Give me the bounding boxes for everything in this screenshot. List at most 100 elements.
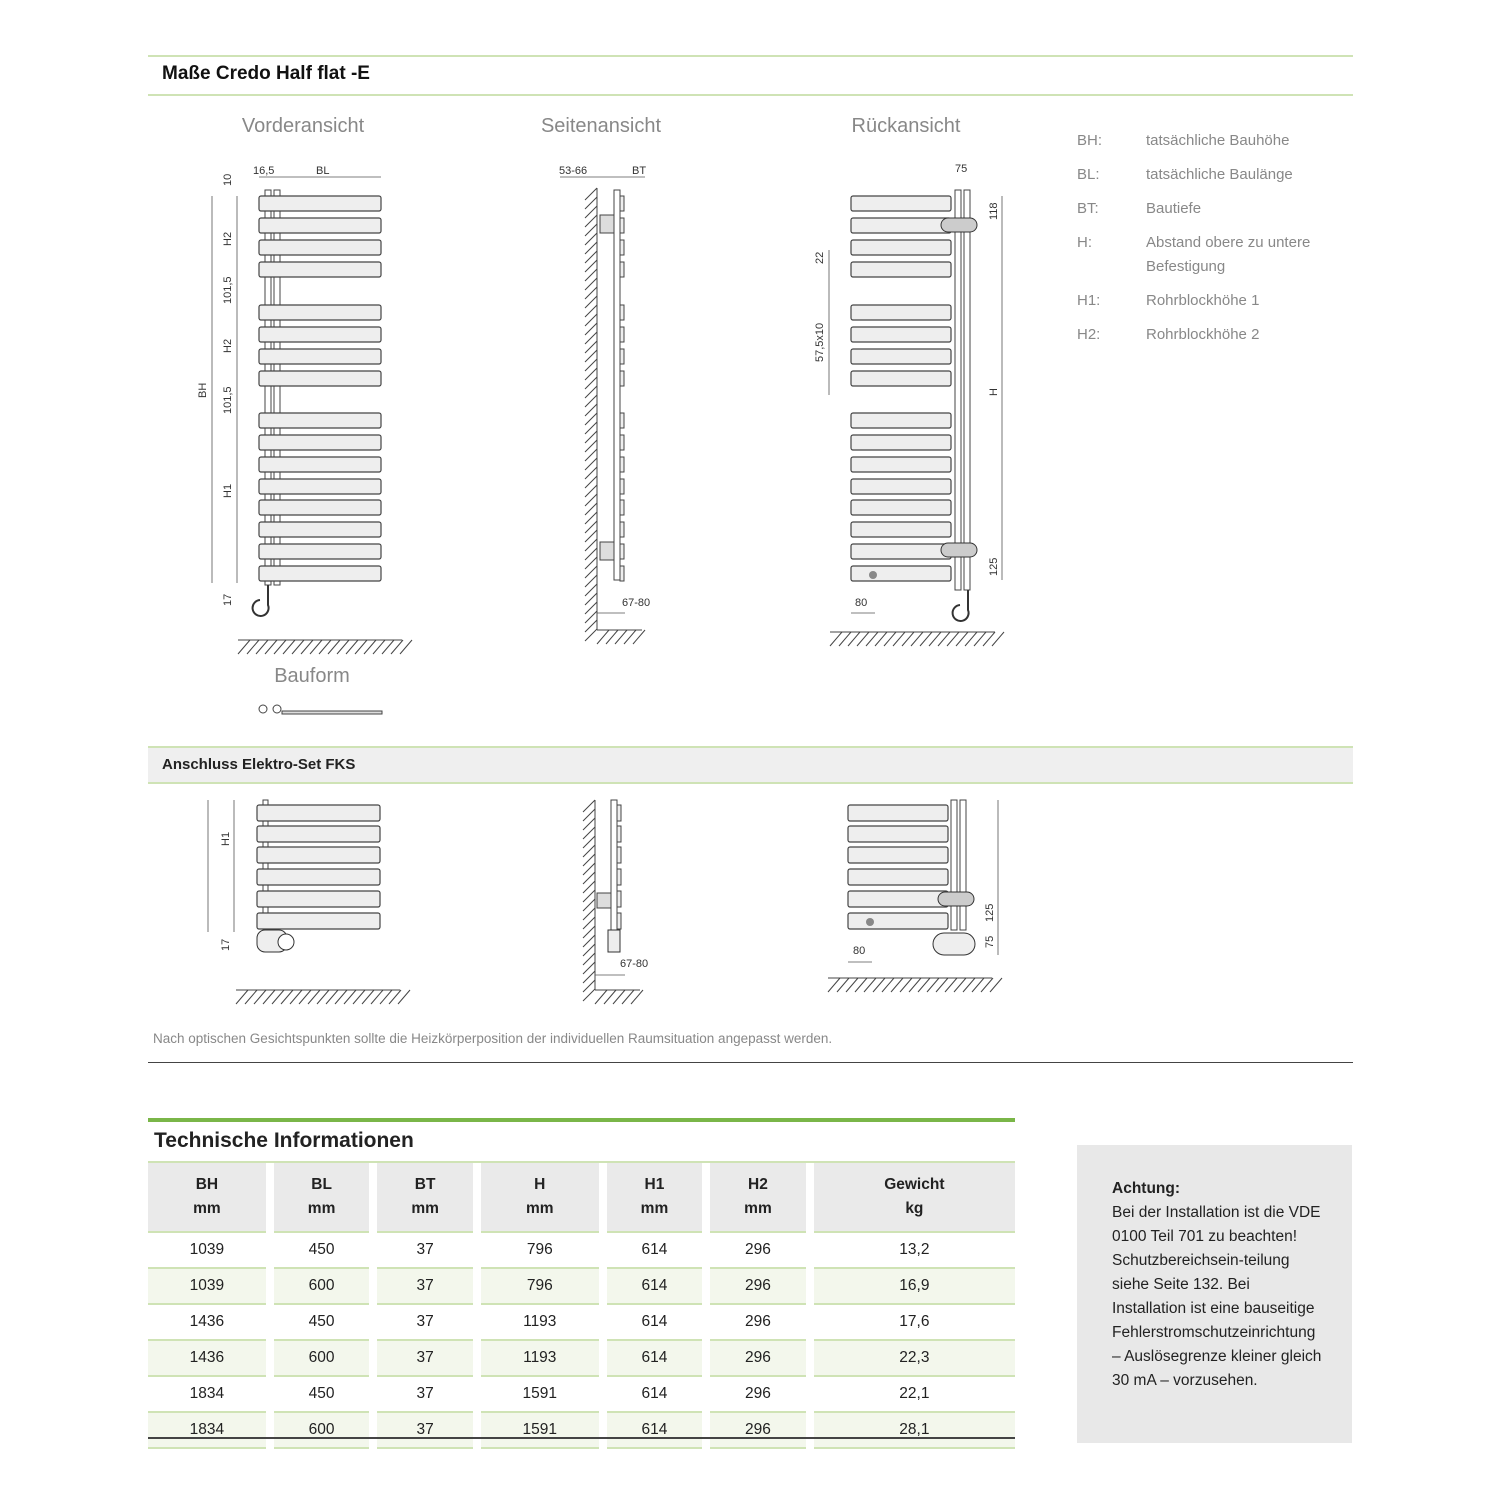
wall-hatch <box>582 970 596 984</box>
towel-bar <box>258 239 382 256</box>
wall-bracket <box>940 217 978 233</box>
table-cell: 1834 <box>148 1377 266 1413</box>
bar-side <box>619 521 625 538</box>
towel-bar <box>256 825 381 843</box>
legend-key: H1: <box>1077 292 1101 309</box>
floor-hatch <box>928 631 942 647</box>
table-cell: 37 <box>377 1341 473 1377</box>
floor-hatch <box>937 631 951 647</box>
bar-side <box>616 846 622 864</box>
towel-bar <box>850 304 952 321</box>
wall-hatch <box>584 322 598 336</box>
bar-side <box>619 348 625 365</box>
wall-hatch <box>582 808 596 822</box>
wall-hatch <box>584 520 598 534</box>
floor-hatch <box>316 989 330 1005</box>
legend-row: H: Abstand obere zu untere Befestigung <box>1077 231 1337 279</box>
towel-bar <box>256 912 381 930</box>
table-cell: 1039 <box>148 1233 266 1269</box>
wall-hatch <box>584 529 598 543</box>
floor-hatch <box>919 631 933 647</box>
floor-hatch <box>847 631 861 647</box>
wall-hatch <box>582 817 596 831</box>
wall-hatch <box>584 556 598 570</box>
towel-bar <box>258 478 382 495</box>
legend-key: BL: <box>1077 166 1100 183</box>
floor-hatch <box>253 989 267 1005</box>
table-cell: 1591 <box>480 1413 599 1449</box>
floor-hatch <box>291 639 305 655</box>
towel-bar <box>256 804 381 822</box>
floor-hatch <box>271 989 285 1005</box>
warning-title: Achtung: <box>1112 1180 1181 1197</box>
floor-hatch <box>630 989 644 1005</box>
floor-hatch <box>899 977 913 993</box>
pipe <box>950 799 958 931</box>
towel-bar <box>256 846 381 864</box>
bar-side <box>619 239 625 256</box>
bar-side <box>619 543 625 560</box>
floor-hatch <box>334 989 348 1005</box>
wall-hatch <box>584 376 598 390</box>
floor-hatch <box>944 977 958 993</box>
floor-hatch <box>273 639 287 655</box>
floor-hatch <box>246 639 260 655</box>
wall-hatch <box>584 421 598 435</box>
dim-back-spacing: 57,5x10 <box>814 323 826 362</box>
towel-bar <box>258 499 382 516</box>
towel-bar <box>258 370 382 387</box>
wall-hatch <box>584 628 598 642</box>
floor-hatch <box>612 989 626 1005</box>
table-cell: 1193 <box>480 1305 599 1341</box>
wall-hatch <box>582 988 596 1002</box>
floor-hatch <box>854 977 868 993</box>
towel-bar <box>850 326 952 343</box>
bar-side <box>619 565 625 582</box>
column-header: BT mm <box>377 1163 473 1233</box>
table-cell: 13,2 <box>813 1233 1015 1269</box>
dim-back-offset: 80 <box>855 597 867 609</box>
floor-hatch <box>962 977 976 993</box>
dim-back-top: 118 <box>988 202 1000 220</box>
floor-hatch <box>632 629 646 645</box>
dim-h1: H1 <box>222 484 234 498</box>
legend-value: Rohrblockhöhe 1 <box>1146 292 1260 309</box>
towel-bar <box>847 846 949 864</box>
radiator-side <box>613 189 621 581</box>
floor-hatch <box>289 989 303 1005</box>
floor-hatch <box>881 977 895 993</box>
position-note: Nach optischen Gesichtspunkten sollte di… <box>153 1031 833 1046</box>
bar-side <box>619 434 625 451</box>
floor-hatch <box>300 639 314 655</box>
wall-hatch <box>584 304 598 318</box>
wall-bracket <box>940 542 978 558</box>
floor-hatch <box>363 639 377 655</box>
towel-bar <box>847 804 949 822</box>
bracket <box>599 214 615 234</box>
wall-hatch <box>584 340 598 354</box>
wall-hatch <box>582 898 596 912</box>
floor-hatch <box>603 989 617 1005</box>
wall-hatch <box>584 475 598 489</box>
towel-bar <box>850 456 952 473</box>
legend-value: tatsächliche Bauhöhe <box>1146 132 1290 149</box>
floor-hatch <box>594 989 608 1005</box>
floor-hatch <box>307 989 321 1005</box>
legend-key: H: <box>1077 234 1092 251</box>
floor-hatch <box>623 629 637 645</box>
floor-hatch <box>982 631 996 647</box>
legend-value: Rohrblockhöhe 2 <box>1146 326 1260 343</box>
column-header: H2 mm <box>710 1163 806 1233</box>
wall-hatch <box>584 331 598 345</box>
section2-title: Anschluss Elektro-Set FKS <box>162 756 356 773</box>
floor-hatch <box>953 977 967 993</box>
table-row: 1834 600 37 1591 614 296 28,1 <box>148 1413 1015 1449</box>
floor-hatch <box>935 977 949 993</box>
wall-hatch <box>584 241 598 255</box>
table-cell: 37 <box>377 1233 473 1269</box>
dim-gap2: 101,5 <box>222 386 234 414</box>
towel-bar <box>258 195 382 212</box>
wall-hatch <box>584 619 598 633</box>
towel-bar <box>850 478 952 495</box>
wall-hatch <box>584 592 598 606</box>
